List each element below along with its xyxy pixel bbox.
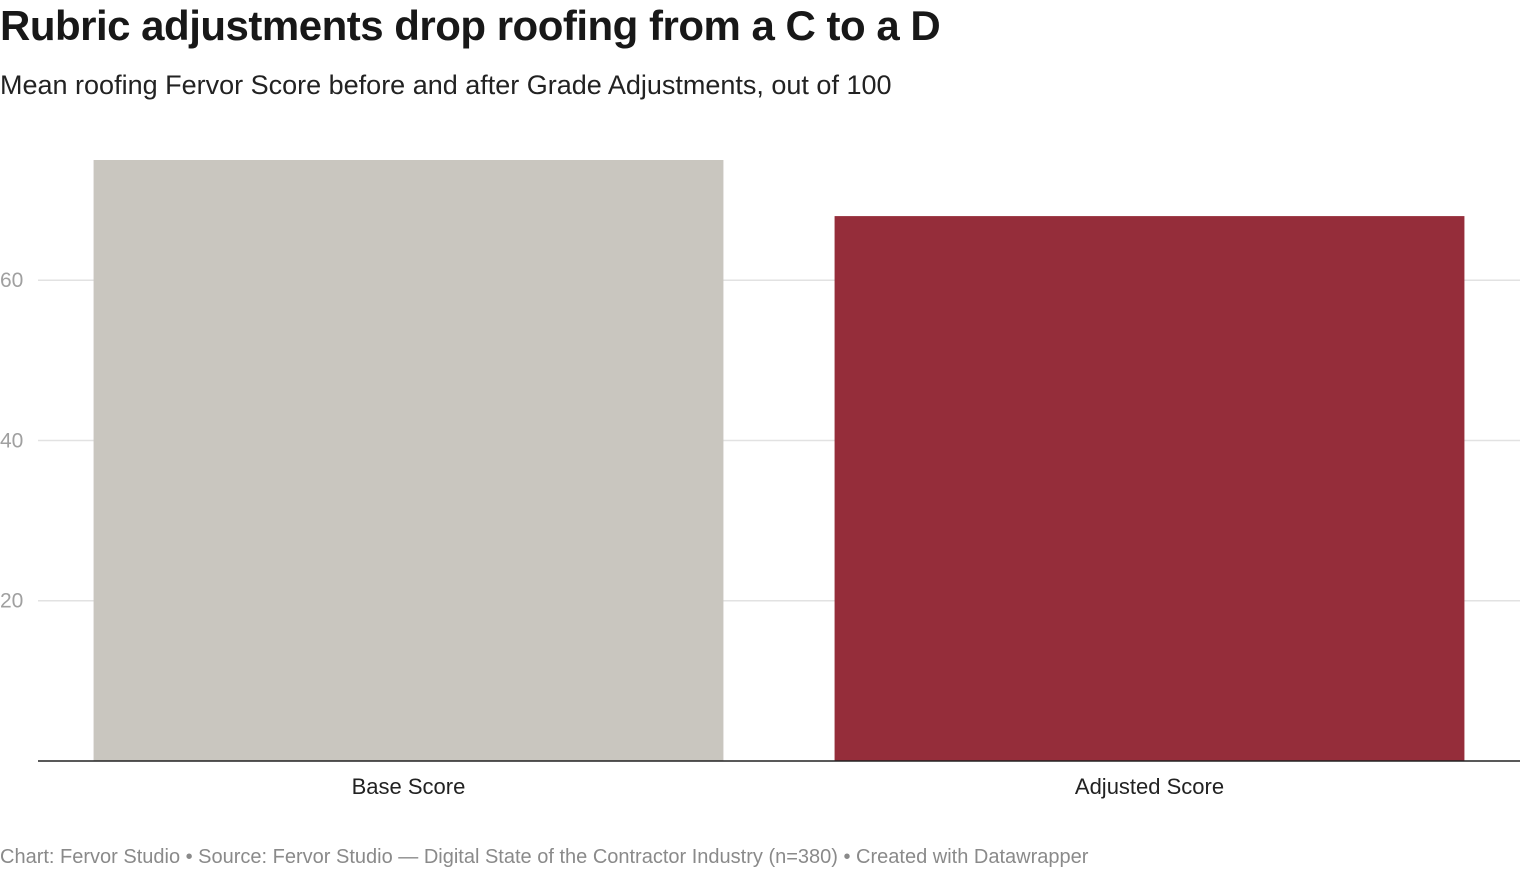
- x-category-label: Base Score: [352, 774, 466, 799]
- y-axis-ticks: 20 40 60: [0, 269, 23, 613]
- chart-subtitle: Mean roofing Fervor Score before and aft…: [0, 70, 892, 100]
- bars: [93, 160, 1465, 762]
- chart-title: Rubric adjustments drop roofing from a C…: [0, 2, 941, 49]
- bar-base-score: [93, 160, 724, 761]
- bar-adjusted-score: [834, 216, 1465, 762]
- x-category-label: Adjusted Score: [1075, 774, 1224, 799]
- x-axis-labels: Base Score Adjusted Score: [352, 774, 1224, 799]
- y-tick-label: 60: [0, 269, 23, 292]
- y-tick-label: 40: [0, 429, 23, 452]
- y-tick-label: 20: [0, 590, 23, 613]
- bar-chart: 20 40 60 Base Score Adjusted Score: [0, 160, 1520, 799]
- chart-footer: Chart: Fervor Studio • Source: Fervor St…: [0, 846, 1089, 868]
